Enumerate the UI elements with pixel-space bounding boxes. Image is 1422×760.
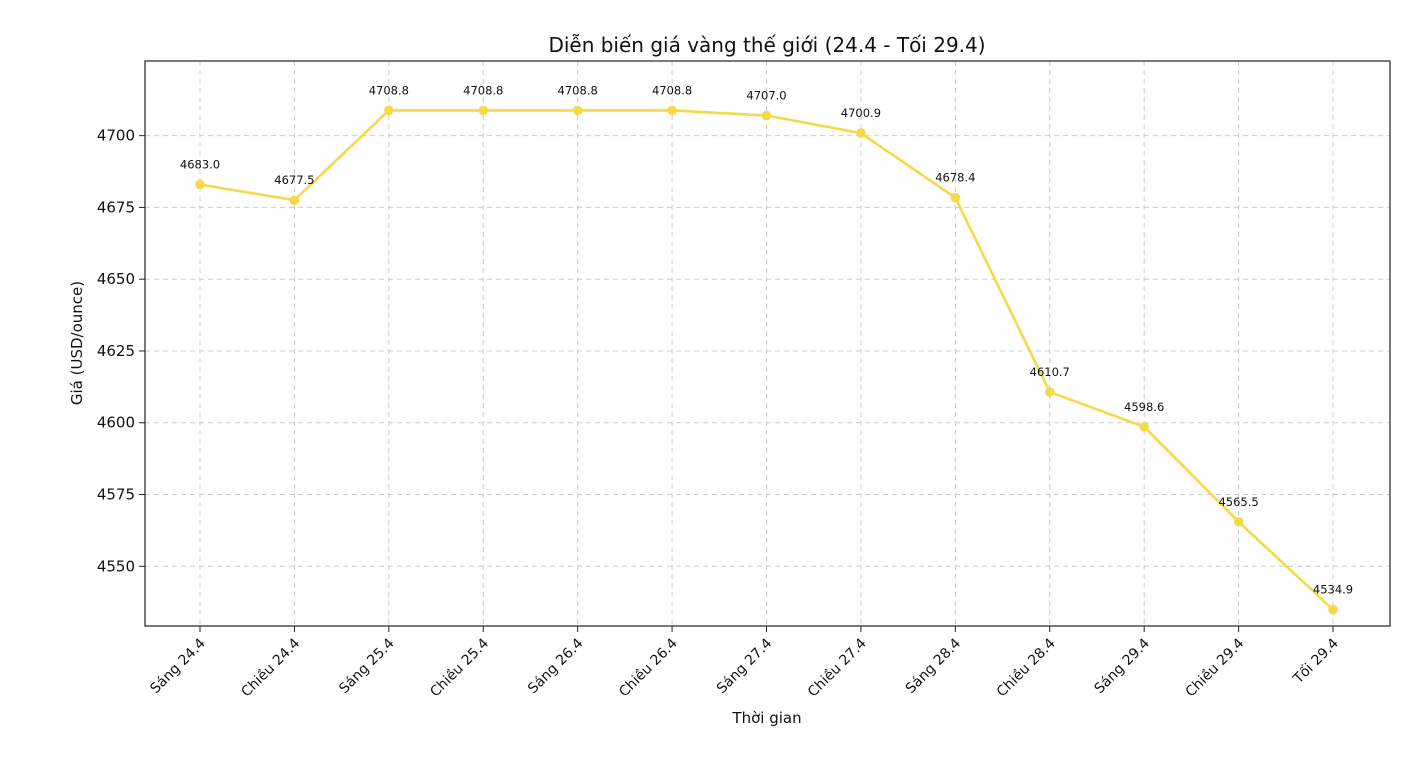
x-tick-label: Chiều 26.4: [615, 635, 681, 701]
data-label: 4683.0: [180, 157, 220, 171]
x-axis-label: Thời gian: [731, 709, 801, 727]
data-point: [289, 195, 300, 206]
data-label: 4707.0: [746, 89, 786, 103]
y-tick-label: 4700: [97, 127, 135, 145]
data-point: [195, 179, 205, 190]
y-tick-label: 4600: [97, 414, 135, 432]
chart-title: Diễn biến giá vàng thế giới (24.4 - Tối …: [548, 33, 985, 57]
data-label: 4708.8: [652, 83, 692, 97]
y-tick-label: 4625: [97, 342, 135, 360]
x-tick-label: Sáng 28.4: [903, 635, 964, 696]
data-point: [572, 105, 583, 116]
y-tick-label: 4675: [97, 198, 135, 216]
x-tick-label: Chiều 29.4: [1182, 635, 1248, 701]
y-tick-label: 4575: [97, 486, 135, 504]
grid-layer: [145, 61, 1390, 626]
data-label: 4708.8: [463, 83, 503, 97]
data-label: 4534.9: [1313, 583, 1353, 597]
data-label: 4598.6: [1124, 400, 1164, 414]
x-tick-label: Tối 29.4: [1289, 635, 1342, 688]
data-label: 4708.8: [558, 83, 598, 97]
x-tick-label: Sáng 27.4: [714, 635, 775, 696]
x-tick-label: Sáng 25.4: [336, 635, 397, 696]
x-tick-label: Chiều 28.4: [993, 635, 1059, 701]
labels-layer: 4683.0 4677.5 4708.8 4708.8 4708.8 4708.8 4707…: [180, 83, 1353, 596]
data-label: 4677.5: [274, 173, 314, 187]
data-point: [384, 105, 394, 116]
data-point: [761, 110, 772, 121]
data-point: [1233, 516, 1244, 527]
data-point: [1328, 604, 1338, 615]
x-tick-label: Chiều 27.4: [804, 635, 870, 701]
y-axis-label: Giá (USD/ounce): [68, 281, 86, 405]
data-label: 4610.7: [1030, 365, 1070, 379]
y-tick-label: 4550: [97, 557, 135, 575]
data-point: [856, 128, 866, 138]
data-point: [478, 105, 489, 116]
plot-frame: [144, 60, 1391, 627]
data-label: 4678.4: [935, 171, 975, 185]
x-tick-label: Chiều 24.4: [238, 635, 304, 701]
x-tick-label: Sáng 26.4: [525, 635, 586, 696]
data-point: [1044, 387, 1055, 397]
data-point: [1139, 421, 1149, 432]
data-label: 4708.8: [369, 83, 409, 97]
data-point: [667, 105, 677, 116]
series-layer: [195, 105, 1338, 615]
y-tick-label: 4650: [97, 270, 135, 288]
x-tick-label: Chiều 25.4: [427, 635, 493, 701]
x-tick-label: Sáng 29.4: [1092, 635, 1153, 696]
data-label: 4565.5: [1218, 495, 1258, 509]
data-label: 4700.9: [841, 106, 881, 120]
data-point: [950, 192, 961, 203]
x-tick-label: Sáng 24.4: [147, 635, 208, 696]
